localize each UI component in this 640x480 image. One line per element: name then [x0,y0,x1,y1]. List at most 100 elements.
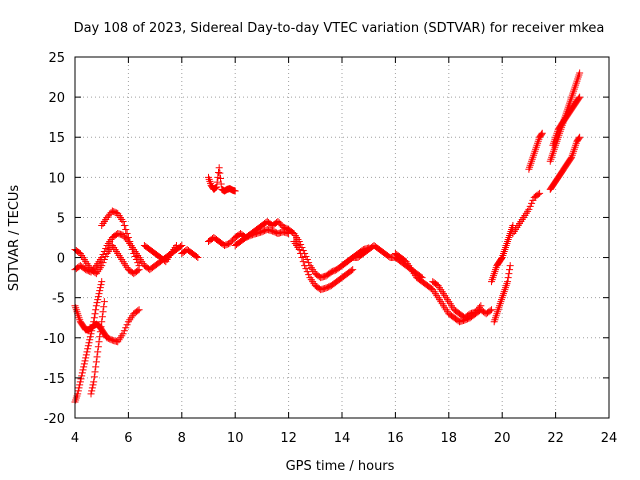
data-point [89,381,97,389]
data-point [486,307,494,315]
data-point [90,318,98,326]
data-point [120,221,128,229]
data-point [194,254,202,262]
y-tick-label: 20 [48,91,65,106]
data-point [217,180,225,188]
series-trace-v [549,93,584,149]
data-point [100,303,108,311]
data-point [90,314,98,322]
data-point [575,134,583,142]
data-point [134,259,142,267]
x-tick-label: 16 [387,431,404,446]
data-point [305,271,313,279]
data-point [122,324,130,332]
data-point [134,307,142,315]
series-trace-p [429,278,485,322]
data-point [298,254,306,262]
x-axis-label: GPS time / hours [286,459,395,474]
series-trace-g [140,242,180,266]
data-point [88,327,96,335]
data-point [216,169,224,177]
data-point [131,253,139,261]
chart-title: Day 108 of 2023, Sidereal Day-to-day VTE… [74,21,605,36]
data-point [98,278,106,286]
data-point [528,199,536,207]
series-trace-h [178,246,202,262]
data-point [127,242,135,250]
data-point [102,253,110,261]
y-tick-label: 15 [48,131,65,146]
data-point [476,303,484,311]
data-point [498,255,506,263]
x-tick-label: 24 [601,431,618,446]
data-point [96,328,104,336]
data-point [567,154,575,162]
data-point [97,281,105,289]
data-point [85,339,93,347]
data-point [98,262,106,270]
data-point [78,369,86,377]
data-point [576,69,584,77]
data-point [76,381,84,389]
x-tick-label: 18 [441,431,458,446]
data-point [100,298,108,306]
data-point [82,351,90,359]
data-point [213,183,221,191]
x-tick-label: 8 [178,431,186,446]
series-trace-j [205,217,293,250]
data-point [212,184,220,192]
data-point [505,270,513,278]
data-point [75,384,83,392]
data-point [88,384,96,392]
data-point [120,327,128,335]
data-point [135,306,143,314]
data-point [211,184,219,192]
y-tick-label: -15 [44,372,65,387]
data-point [506,266,514,274]
data-point [119,217,127,225]
x-tick-label: 12 [280,431,297,446]
data-point [81,357,89,365]
data-point [538,130,546,138]
data-point [347,267,355,275]
data-point [301,262,309,270]
series-trace-m [290,238,357,294]
data-point [213,178,221,186]
data-point [297,250,305,258]
data-point [95,338,103,346]
data-point [88,387,96,395]
data-point [299,258,307,266]
data-point [123,229,131,237]
data-point [128,246,136,254]
data-point [302,265,310,273]
data-point [91,310,99,318]
data-point [576,93,584,101]
data-point [80,363,88,371]
data-point [74,387,82,395]
data-point [95,290,103,298]
data-point [217,175,225,183]
series-trace-t [525,129,546,173]
data-point [93,353,101,361]
data-point [488,306,496,314]
data-point [96,333,104,341]
series-trace-s [509,189,544,237]
data-point [538,129,546,137]
data-point [99,308,107,316]
series-trace-i [205,164,239,195]
data-point [176,243,184,251]
data-point [92,302,100,310]
series-trace-e [71,278,106,406]
data-point [506,262,514,270]
y-tick-label: 5 [57,211,65,226]
data-point [87,390,95,398]
data-point [477,302,485,310]
data-point [529,196,537,204]
data-point [90,373,98,381]
data-point [303,256,311,264]
data-point [123,321,131,329]
data-point [92,306,100,314]
data-point [92,358,100,366]
data-point [86,336,94,344]
data-point [84,342,92,350]
